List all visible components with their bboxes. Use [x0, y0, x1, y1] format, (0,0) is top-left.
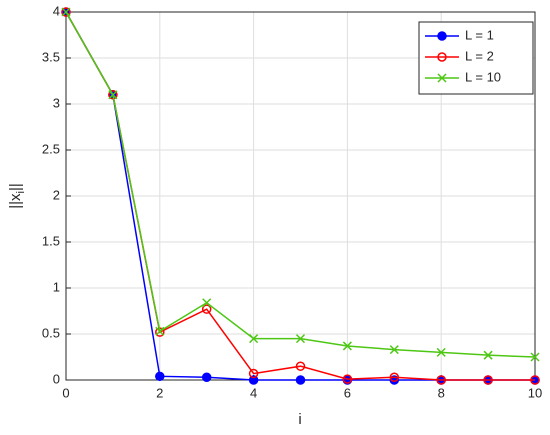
data-point [295, 361, 306, 371]
y-axis-label: ||xi|| [7, 183, 27, 209]
data-point [483, 350, 493, 360]
data-point [483, 375, 493, 385]
data-point [295, 334, 306, 344]
data-point [202, 298, 212, 308]
y-tick-label: 0 [53, 371, 60, 386]
data-point [342, 341, 352, 351]
data-point [248, 368, 259, 379]
data-point [201, 304, 212, 314]
legend-label: L = 10 [465, 69, 501, 84]
data-point [108, 90, 118, 100]
legend: L = 1 L = 2 L = 10 [418, 21, 534, 95]
data-point [61, 7, 71, 17]
x-tick-label: 4 [250, 385, 257, 400]
x-axis-label: i [298, 411, 301, 428]
data-point [389, 345, 399, 355]
data-point [155, 371, 165, 382]
legend-label: L = 2 [465, 48, 494, 63]
data-point [249, 334, 259, 344]
data-point [530, 375, 540, 385]
y-label-part: || [7, 183, 24, 191]
data-point [108, 90, 118, 100]
legend-label: L = 1 [465, 27, 494, 42]
y-tick-label: 0.5 [42, 325, 60, 340]
legend-marker [437, 52, 447, 62]
data-point [436, 347, 446, 357]
y-tick-label: 4 [53, 3, 60, 18]
y-tick-label: 1.5 [42, 233, 60, 248]
data-point [436, 375, 446, 385]
data-point [295, 375, 306, 385]
x-tick-label: 0 [62, 385, 69, 400]
legend-marker [437, 31, 447, 41]
y-tick-label: 1 [53, 279, 60, 294]
data-point [155, 326, 165, 336]
data-point [389, 372, 400, 382]
data-point [248, 375, 259, 385]
data-point [61, 7, 71, 17]
y-tick-label: 3.5 [42, 49, 60, 64]
y-tick-label: 3 [53, 95, 60, 110]
x-tick-label: 8 [438, 385, 445, 400]
y-tick-label: 2 [53, 187, 60, 202]
x-tick-label: 2 [156, 385, 163, 400]
y-label-subscript: i [15, 191, 27, 193]
y-tick-label: 2.5 [42, 141, 60, 156]
y-label-part: ||x [7, 193, 24, 209]
data-point [530, 352, 540, 362]
data-point [342, 374, 353, 384]
x-tick-label: 6 [344, 385, 351, 400]
legend-marker [437, 73, 447, 83]
x-tick-label: 10 [528, 385, 542, 400]
data-point [201, 372, 212, 382]
